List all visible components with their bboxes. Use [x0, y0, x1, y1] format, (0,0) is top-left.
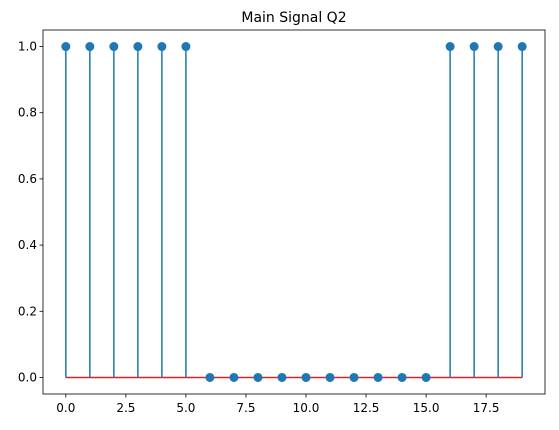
- y-tick-label: 0.2: [18, 304, 37, 318]
- y-tick-label: 0.8: [18, 106, 37, 120]
- y-tick-label: 0.4: [18, 238, 37, 252]
- chart-title: Main Signal Q2: [241, 10, 346, 26]
- stem-marker: [445, 42, 455, 52]
- stem-marker: [469, 42, 479, 52]
- stem-point: [445, 42, 455, 378]
- stem-point: [397, 372, 407, 382]
- x-tick-label: 2.5: [116, 401, 135, 415]
- stem-marker: [157, 42, 167, 52]
- stem-point: [133, 42, 143, 378]
- x-tick-label: 5.0: [176, 401, 195, 415]
- stem-marker: [301, 372, 311, 382]
- stem-point: [421, 372, 431, 382]
- x-tick-label: 0.0: [56, 401, 75, 415]
- stem-point: [229, 372, 239, 382]
- stem-point: [181, 42, 191, 378]
- stem-point: [157, 42, 167, 378]
- stem-marker: [493, 42, 503, 52]
- stem-marker: [277, 372, 287, 382]
- stem-marker: [397, 372, 407, 382]
- stem-marker: [133, 42, 143, 52]
- x-tick-label: 17.5: [473, 401, 500, 415]
- stem-point: [109, 42, 119, 378]
- stem-marker: [109, 42, 119, 52]
- stem-point: [493, 42, 503, 378]
- y-tick-label: 0.6: [18, 172, 37, 186]
- stem-point: [277, 372, 287, 382]
- x-tick-label: 10.0: [293, 401, 320, 415]
- stem-point: [85, 42, 95, 378]
- stem-marker: [229, 372, 239, 382]
- x-tick-label: 12.5: [353, 401, 380, 415]
- axes-frame: [42, 29, 546, 395]
- stem-point: [469, 42, 479, 378]
- y-axis-ticks: 0.0 0.2 0.4 0.6 0.8 1.0: [18, 40, 43, 384]
- stem-point: [301, 372, 311, 382]
- stem-marker: [253, 372, 263, 382]
- x-tick-label: 15.0: [413, 401, 440, 415]
- stem-marker: [61, 42, 71, 52]
- stem-marker: [205, 372, 215, 382]
- stem-point: [325, 372, 335, 382]
- stem-marker: [85, 42, 95, 52]
- stem-layer: [61, 42, 527, 382]
- y-tick-label: 1.0: [18, 40, 37, 54]
- stem-marker: [349, 372, 359, 382]
- stem-point: [517, 42, 527, 378]
- stem-marker: [181, 42, 191, 52]
- y-tick-label: 0.0: [18, 370, 37, 384]
- stem-point: [373, 372, 383, 382]
- stem-point: [61, 42, 71, 378]
- stem-marker: [421, 372, 431, 382]
- stem-point: [253, 372, 263, 382]
- stem-marker: [373, 372, 383, 382]
- x-tick-label: 7.5: [236, 401, 255, 415]
- stem-marker: [517, 42, 527, 52]
- stem-point: [349, 372, 359, 382]
- x-axis-ticks: 0.0 2.5 5.0 7.5 10.0 12.5 15.0 17.5: [56, 394, 500, 415]
- stem-point: [205, 372, 215, 382]
- stem-marker: [325, 372, 335, 382]
